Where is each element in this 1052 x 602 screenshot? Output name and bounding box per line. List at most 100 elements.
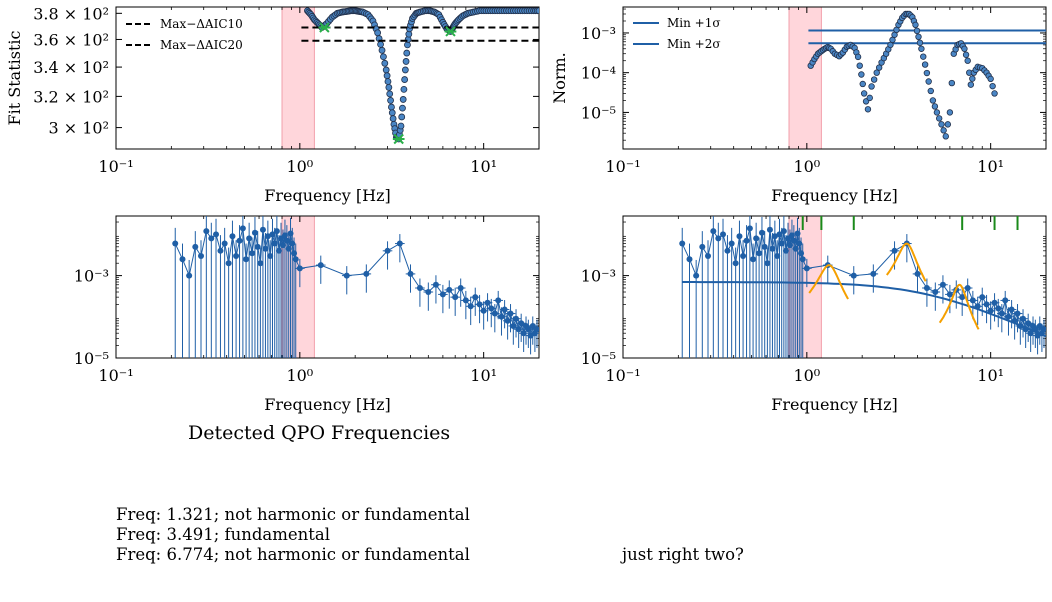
spectrum-line (174, 228, 538, 338)
data-point (317, 262, 324, 269)
data-point (381, 59, 389, 67)
data-point (457, 285, 464, 292)
data-point (1020, 315, 1027, 322)
data-point (267, 252, 274, 259)
y-tick-label: 3.4 × 10² (33, 58, 109, 77)
data-point (225, 260, 232, 267)
data-point (281, 232, 288, 239)
data-point (179, 256, 186, 263)
data-point (385, 84, 393, 91)
band-region (788, 6, 822, 150)
data-point (529, 322, 536, 329)
data-point (858, 71, 865, 78)
data-point (732, 260, 739, 267)
data-point (254, 243, 261, 250)
data-point (203, 228, 210, 235)
data-point (243, 256, 250, 263)
data-point (860, 90, 868, 97)
data-point (291, 250, 298, 257)
data-point (198, 252, 205, 259)
data-point (699, 243, 706, 250)
data-point (946, 109, 954, 116)
plot-area (172, 216, 539, 358)
x-tick-label: 10⁰ (286, 366, 313, 385)
data-point (870, 76, 878, 83)
data-point (938, 121, 945, 128)
y-tick-label: 10⁻⁵ (74, 349, 109, 368)
panel-fit-statistic: 10⁻¹ 10⁰ 10¹ 3 × 10² 3.2 × 10² 3.4 × 10² 3.6 ×… (5, 4, 540, 205)
data-point (720, 231, 727, 238)
data-point (399, 96, 407, 103)
qpo-marker (318, 22, 331, 33)
data-point (750, 256, 757, 263)
data-point (275, 247, 282, 254)
y-tick-label: 10⁻⁴ (581, 64, 616, 83)
data-point (764, 260, 771, 267)
data-point (213, 231, 220, 238)
x-axis-label: Frequency [Hz] (264, 395, 391, 414)
data-point (515, 326, 522, 333)
y-axis-label: Norm. (550, 52, 569, 104)
data-point (769, 245, 776, 252)
data-point (498, 313, 505, 320)
plot-area (679, 216, 1046, 358)
data-point (959, 294, 966, 301)
data-point (916, 39, 924, 46)
spectrum-line (681, 228, 1045, 338)
y-tick-label: 10⁻⁵ (581, 103, 616, 122)
data-point (679, 240, 686, 247)
data-point (217, 247, 224, 254)
data-point (931, 103, 939, 110)
data-point (913, 27, 921, 35)
qpo-line-2: Freq: 3.491; fundamental (116, 525, 331, 544)
data-point (686, 256, 693, 263)
plot-area (807, 10, 1046, 140)
legend-label: Min +1σ (667, 16, 721, 30)
data-point (488, 305, 495, 312)
data-point (504, 317, 511, 324)
data-point (388, 109, 396, 117)
data-point (229, 233, 236, 240)
axes-frame (622, 6, 1047, 150)
data-point (740, 252, 747, 259)
data-point (296, 265, 303, 272)
data-point (710, 228, 717, 235)
data-point (939, 281, 946, 288)
x-tick-label: 10¹ (977, 366, 1004, 385)
data-point (940, 127, 947, 134)
data-point (374, 29, 382, 37)
data-point (979, 294, 986, 301)
data-point (923, 285, 930, 292)
y-tick-label: 10⁻³ (581, 24, 616, 43)
data-point (283, 237, 290, 244)
band-region (281, 6, 315, 150)
data-point (401, 66, 409, 74)
data-point (271, 240, 278, 247)
qpo-marker (444, 26, 457, 37)
x-tick-label: 10¹ (977, 157, 1004, 176)
axes-frame (115, 6, 540, 150)
data-point (1040, 326, 1046, 333)
data-point (462, 297, 469, 304)
data-point (292, 256, 299, 263)
qpo-line-1: Freq: 1.321; not harmonic or fundamental (116, 505, 470, 524)
data-point (796, 240, 803, 247)
data-point (746, 225, 753, 232)
data-point (377, 41, 384, 48)
legend-label: Min +2σ (667, 37, 721, 51)
data-point (236, 237, 243, 244)
data-point (399, 104, 406, 112)
data-point (1005, 313, 1012, 320)
data-point (280, 242, 287, 249)
data-point (221, 240, 228, 247)
data-point (998, 310, 1005, 317)
data-point (923, 69, 931, 77)
data-point (925, 78, 932, 85)
data-point (262, 245, 269, 252)
data-point (389, 115, 397, 122)
data-point (850, 272, 857, 279)
data-point (513, 315, 520, 322)
data-point (918, 45, 925, 52)
data-point (790, 237, 797, 244)
qpo-marker (392, 133, 405, 145)
